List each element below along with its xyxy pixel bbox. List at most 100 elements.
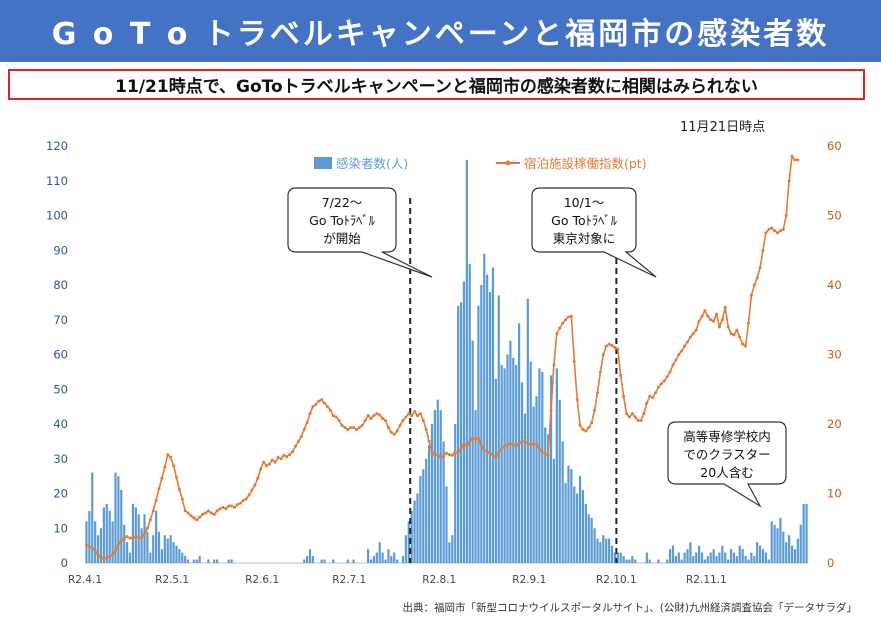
occupancy-point (209, 511, 213, 515)
infection-bar (668, 549, 672, 563)
infection-bar (140, 528, 143, 563)
infection-bar (558, 399, 561, 563)
occupancy-point (720, 318, 724, 322)
infection-bar (410, 510, 413, 563)
occupancy-point (482, 448, 486, 452)
occupancy-point (427, 439, 431, 443)
occupancy-point (105, 555, 109, 559)
infection-bar (149, 552, 152, 563)
occupancy-point (732, 333, 736, 337)
infection-bar (459, 302, 463, 563)
occupancy-point (680, 349, 684, 353)
infection-bar (413, 500, 416, 563)
x-tick-label: R2.6.1 (245, 574, 279, 586)
occupancy-point (503, 444, 507, 448)
occupancy-point (392, 432, 396, 436)
infection-bar (123, 524, 126, 563)
occupancy-point (206, 509, 210, 513)
occupancy-point (424, 428, 428, 432)
infection-bar (645, 552, 648, 563)
infection-bar (477, 305, 480, 563)
legend-line-label: 宿泊施設稼働指数(pt) (524, 156, 647, 171)
infection-bar (311, 556, 315, 563)
occupancy-point (610, 343, 614, 347)
infection-bar (648, 559, 651, 563)
infection-bar (727, 559, 730, 563)
infection-bar (724, 552, 727, 563)
occupancy-point (491, 453, 495, 457)
occupancy-point (296, 439, 300, 443)
infection-bar (462, 281, 466, 563)
occupancy-point (186, 511, 190, 515)
infection-bar (483, 253, 486, 563)
infection-bar (581, 490, 585, 563)
occupancy-point (238, 501, 242, 505)
occupancy-point (389, 430, 393, 434)
infection-bar (163, 535, 166, 563)
infection-bar (785, 542, 788, 563)
occupancy-point (532, 441, 536, 445)
infection-bar (552, 458, 556, 563)
infection-bar (796, 538, 799, 563)
infection-bar (625, 559, 628, 563)
infection-bar (573, 486, 576, 563)
infection-bar (445, 486, 448, 563)
occupancy-point (471, 436, 475, 440)
infection-bar (753, 556, 756, 563)
occupancy-point (291, 450, 295, 454)
infection-bar (805, 503, 808, 563)
occupancy-point (625, 412, 629, 416)
infection-bar (430, 424, 434, 563)
infection-bar (703, 559, 707, 563)
occupancy-point (723, 305, 727, 309)
occupancy-point (442, 454, 446, 458)
infection-bar (686, 549, 689, 563)
occupancy-point (174, 476, 178, 480)
occupancy-point (334, 415, 338, 419)
occupancy-point (148, 518, 152, 522)
y-left-tick-label: 50 (53, 382, 68, 396)
occupancy-point (712, 319, 716, 323)
occupancy-point (154, 498, 158, 502)
occupancy-point (784, 214, 788, 217)
occupancy-point (93, 548, 97, 552)
occupancy-point (259, 467, 263, 471)
occupancy-point (764, 231, 768, 235)
occupancy-point (755, 276, 759, 280)
occupancy-point (468, 439, 472, 443)
occupancy-point (323, 401, 327, 405)
infection-bar (509, 340, 512, 563)
page-title: G o T o トラベルキャンペーンと福岡市の感染者数 (51, 17, 830, 52)
occupancy-point (401, 419, 405, 423)
infection-bar (308, 549, 312, 563)
infection-bar (549, 375, 553, 563)
occupancy-point (778, 229, 782, 233)
occupancy-point (761, 248, 765, 252)
infection-bar (698, 545, 701, 563)
occupancy-point (607, 342, 611, 346)
infection-bar (677, 552, 680, 563)
occupancy-point (758, 266, 762, 270)
callout-goto-tokyo-text: 東京対象に (553, 231, 616, 246)
infection-bar (634, 559, 637, 563)
infection-bar (152, 535, 155, 563)
infection-bar (166, 538, 169, 563)
occupancy-point (311, 405, 315, 409)
occupancy-point (645, 401, 649, 405)
y-right-tick-label: 40 (827, 278, 842, 292)
infection-bar (788, 535, 791, 563)
occupancy-point (378, 413, 382, 417)
occupancy-point (302, 428, 306, 432)
occupancy-point (282, 453, 286, 457)
infection-bar (369, 559, 373, 563)
occupancy-point (169, 455, 173, 459)
infection-bar (602, 535, 605, 563)
occupancy-point (84, 543, 88, 547)
occupancy-point (308, 412, 312, 416)
infection-bar (111, 521, 114, 563)
occupancy-point (340, 423, 344, 427)
occupancy-point (337, 419, 341, 423)
infection-bar (779, 517, 782, 563)
occupancy-point (776, 231, 780, 235)
occupancy-point (189, 514, 193, 518)
